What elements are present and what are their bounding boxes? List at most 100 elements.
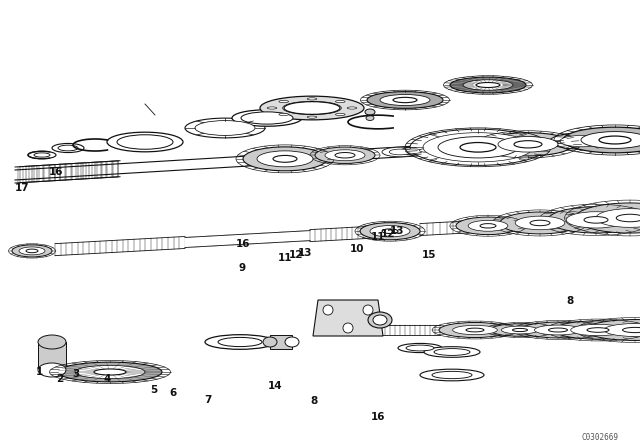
Ellipse shape — [382, 147, 418, 157]
Ellipse shape — [452, 325, 497, 335]
Ellipse shape — [335, 113, 345, 116]
Ellipse shape — [347, 107, 357, 109]
Ellipse shape — [585, 319, 640, 340]
Ellipse shape — [243, 147, 327, 171]
Ellipse shape — [567, 139, 585, 144]
Ellipse shape — [260, 96, 364, 120]
Ellipse shape — [456, 217, 520, 235]
Ellipse shape — [205, 335, 275, 349]
Ellipse shape — [466, 328, 484, 332]
Text: C0302669: C0302669 — [582, 434, 618, 443]
Ellipse shape — [490, 324, 550, 336]
Ellipse shape — [548, 207, 640, 233]
Ellipse shape — [514, 141, 542, 148]
Ellipse shape — [366, 116, 374, 121]
Ellipse shape — [541, 141, 558, 145]
Ellipse shape — [185, 118, 265, 138]
Circle shape — [323, 305, 333, 315]
Ellipse shape — [560, 135, 604, 147]
Text: 11: 11 — [371, 232, 385, 241]
Ellipse shape — [360, 223, 420, 240]
Ellipse shape — [58, 145, 78, 151]
Ellipse shape — [563, 127, 640, 153]
Ellipse shape — [480, 224, 496, 228]
Text: 12: 12 — [289, 250, 303, 260]
Ellipse shape — [415, 147, 437, 153]
Polygon shape — [313, 300, 383, 336]
Text: 6: 6 — [169, 388, 177, 398]
Ellipse shape — [498, 137, 558, 152]
Ellipse shape — [410, 129, 546, 165]
Ellipse shape — [218, 337, 262, 347]
Text: 16: 16 — [49, 168, 63, 177]
Ellipse shape — [94, 369, 126, 375]
Ellipse shape — [52, 143, 84, 153]
Ellipse shape — [26, 249, 38, 253]
Ellipse shape — [599, 136, 631, 144]
Ellipse shape — [468, 220, 508, 231]
Text: 5: 5 — [150, 385, 157, 395]
Ellipse shape — [604, 323, 640, 336]
Ellipse shape — [536, 139, 564, 146]
Ellipse shape — [284, 102, 340, 114]
Ellipse shape — [581, 132, 640, 148]
Ellipse shape — [400, 147, 428, 155]
Ellipse shape — [268, 107, 277, 109]
Text: 11: 11 — [278, 253, 292, 263]
Text: 13: 13 — [298, 248, 312, 258]
Ellipse shape — [365, 109, 375, 115]
Ellipse shape — [283, 101, 341, 115]
Text: 16: 16 — [371, 412, 385, 422]
Ellipse shape — [548, 328, 568, 332]
Ellipse shape — [368, 312, 392, 328]
Text: 2: 2 — [56, 374, 63, 383]
Ellipse shape — [307, 98, 317, 100]
Ellipse shape — [273, 155, 297, 162]
Ellipse shape — [335, 100, 345, 103]
Ellipse shape — [500, 212, 580, 234]
Text: 13: 13 — [390, 226, 404, 236]
Text: 12: 12 — [381, 229, 396, 239]
Ellipse shape — [58, 362, 162, 382]
Ellipse shape — [434, 349, 470, 355]
Ellipse shape — [530, 220, 550, 226]
Ellipse shape — [315, 147, 375, 164]
Text: 3: 3 — [72, 369, 79, 379]
Ellipse shape — [257, 151, 313, 167]
Ellipse shape — [463, 80, 513, 90]
Ellipse shape — [616, 214, 640, 222]
Ellipse shape — [424, 347, 480, 358]
Ellipse shape — [389, 149, 411, 155]
Bar — [270, 335, 292, 349]
Ellipse shape — [335, 152, 355, 158]
Text: 10: 10 — [350, 244, 364, 254]
Ellipse shape — [596, 209, 640, 227]
Ellipse shape — [263, 337, 277, 347]
Ellipse shape — [370, 225, 410, 237]
Ellipse shape — [107, 132, 183, 152]
Ellipse shape — [438, 137, 518, 158]
Ellipse shape — [382, 229, 398, 233]
Bar — [38, 342, 66, 370]
Ellipse shape — [550, 133, 614, 149]
Ellipse shape — [450, 77, 526, 93]
Ellipse shape — [279, 100, 289, 103]
Polygon shape — [185, 231, 310, 247]
Ellipse shape — [325, 150, 365, 161]
Ellipse shape — [12, 245, 52, 257]
Ellipse shape — [566, 212, 626, 228]
Ellipse shape — [19, 247, 45, 255]
Circle shape — [363, 305, 373, 315]
Ellipse shape — [520, 322, 596, 338]
Ellipse shape — [406, 345, 434, 351]
Ellipse shape — [423, 133, 533, 162]
Ellipse shape — [285, 337, 299, 347]
Text: 17: 17 — [15, 183, 29, 193]
Text: 8: 8 — [310, 396, 317, 406]
Ellipse shape — [241, 112, 293, 124]
Ellipse shape — [584, 216, 608, 223]
Text: 9: 9 — [238, 263, 246, 273]
Ellipse shape — [416, 131, 540, 164]
Ellipse shape — [398, 344, 442, 353]
Ellipse shape — [553, 139, 575, 145]
